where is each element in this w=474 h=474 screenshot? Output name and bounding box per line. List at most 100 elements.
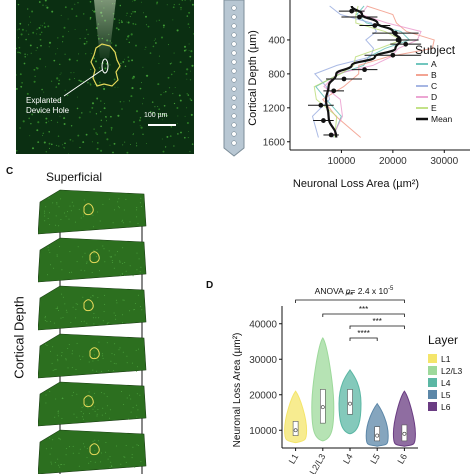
mean-point — [331, 88, 337, 94]
micrograph-speckle — [184, 115, 186, 117]
micrograph-speckle — [179, 61, 182, 64]
micrograph-speckle — [30, 52, 32, 54]
micrograph-speckle — [84, 37, 86, 40]
violin-median — [348, 401, 352, 406]
micrograph-speckle — [103, 103, 106, 105]
micrograph-speckle — [134, 23, 137, 26]
micrograph-speckle — [135, 110, 139, 113]
significance-label: **** — [357, 329, 369, 338]
micrograph-speckle — [158, 55, 160, 57]
micrograph-speckle — [163, 114, 166, 116]
micrograph-speckle — [26, 92, 29, 95]
mean-point — [321, 118, 326, 123]
micrograph-speckle — [59, 73, 61, 75]
micrograph-speckle — [20, 85, 23, 88]
micrograph-speckle — [19, 51, 20, 53]
micrograph-speckle — [169, 135, 172, 138]
micrograph-speckle — [50, 143, 53, 146]
micrograph-speckle — [47, 25, 50, 28]
micrograph-speckle — [104, 67, 107, 70]
micrograph-speckle — [140, 1, 142, 3]
micrograph-speckle — [87, 82, 89, 84]
subject-legend-title: Subject — [415, 43, 456, 57]
micrograph-speckle — [63, 117, 66, 120]
panel-d-y-tick-label: 40000 — [249, 319, 277, 330]
layer-legend-swatch — [428, 378, 437, 387]
micrograph-speckle — [78, 79, 80, 82]
micrograph-speckle — [105, 116, 107, 119]
scalebar-label: 100 µm — [144, 112, 168, 119]
probe-site — [231, 32, 237, 38]
micrograph-speckle — [190, 70, 192, 72]
micrograph-speckle — [19, 52, 22, 54]
micrograph-speckle — [170, 73, 173, 76]
violin-l6 — [392, 390, 416, 447]
micrograph-speckle — [146, 74, 149, 77]
subject-trace-c — [311, 5, 378, 138]
micrograph-speckle — [62, 144, 64, 146]
micrograph-speckle — [100, 125, 102, 128]
violin-l5 — [365, 402, 389, 447]
significance-label: *** — [373, 317, 382, 326]
micrograph-speckle — [110, 129, 113, 131]
micrograph-speckle — [173, 145, 175, 147]
micrograph-speckle — [109, 64, 111, 66]
violin-median — [320, 405, 325, 410]
layer-legend-label: L5 — [441, 390, 451, 400]
micrograph-speckle — [162, 150, 165, 153]
panel-d-y-axis-label: Neuronal Loss Area (µm²) — [232, 333, 243, 448]
probe-site — [231, 86, 237, 92]
micrograph-speckle — [113, 78, 116, 81]
probe-site — [231, 41, 237, 47]
micrograph-speckle — [186, 93, 188, 95]
micrograph-speckle — [117, 114, 120, 117]
micrograph-speckle — [21, 28, 24, 31]
micrograph-speckle — [67, 18, 69, 20]
micrograph-speckle — [25, 30, 27, 32]
micrograph-speckle — [64, 89, 66, 91]
micrograph-speckle — [122, 60, 125, 63]
micrograph-speckle — [43, 22, 46, 24]
micrograph-speckle — [91, 102, 95, 105]
mean-point — [328, 132, 334, 138]
panel-d-x-tick-label: L6 — [395, 452, 409, 466]
micrograph-speckle — [28, 117, 31, 120]
micrograph-speckle — [73, 78, 75, 80]
mean-point — [372, 23, 378, 28]
micrograph-speckle — [155, 42, 157, 44]
micrograph-speckle — [121, 21, 123, 23]
mean-point — [349, 8, 355, 14]
micrograph-speckle — [157, 112, 159, 114]
legend-label-c: C — [431, 81, 437, 91]
micrograph-speckle — [42, 134, 43, 136]
micrograph-speckle — [80, 80, 82, 82]
probe-site — [231, 50, 237, 56]
micrograph-speckle — [135, 44, 137, 47]
micrograph-speckle — [96, 147, 99, 150]
micrograph-speckle — [125, 14, 127, 16]
micrograph-speckle — [29, 44, 32, 47]
slice-loss-outline — [89, 347, 100, 360]
micrograph-speckle — [193, 33, 194, 35]
micrograph-speckle — [179, 99, 182, 102]
micrograph-speckle — [104, 131, 107, 134]
panel-b-x-axis-label: Neuronal Loss Area (µm²) — [293, 178, 419, 190]
micrograph-speckle — [123, 101, 125, 103]
micrograph-speckle — [162, 119, 164, 121]
micrograph-speckle — [157, 83, 160, 86]
micrograph-speckle — [16, 47, 17, 50]
micrograph-speckle — [39, 58, 42, 60]
panel-d-x-tick-label: L5 — [368, 452, 382, 466]
micrograph-speckle — [96, 133, 99, 136]
micrograph-speckle — [40, 24, 42, 26]
micrograph-speckle — [68, 58, 71, 61]
significance-bracket — [295, 299, 405, 303]
micrograph-speckle — [102, 85, 104, 87]
significance-label: ** — [347, 291, 353, 300]
micrograph-speckle — [60, 72, 62, 74]
slice-loss-outline — [89, 251, 100, 264]
depth-slice — [38, 429, 147, 474]
micrograph-speckle — [63, 147, 66, 149]
micrograph-speckle — [94, 84, 96, 86]
micrograph-speckle — [190, 50, 193, 53]
